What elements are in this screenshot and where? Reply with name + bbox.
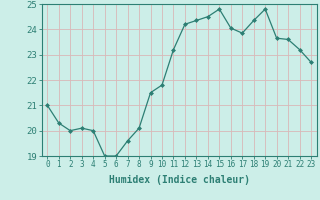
X-axis label: Humidex (Indice chaleur): Humidex (Indice chaleur) — [109, 175, 250, 185]
